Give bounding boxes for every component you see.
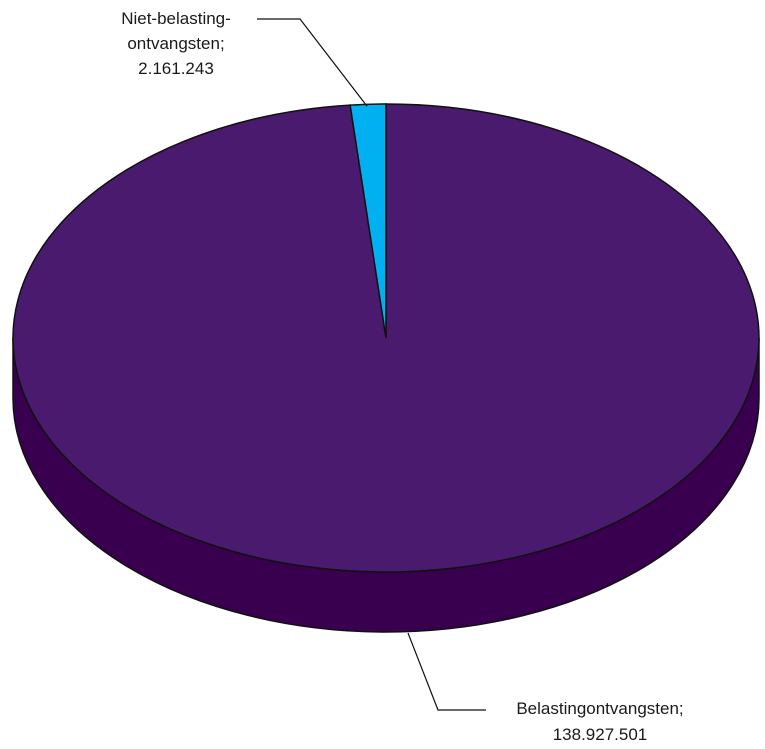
slice-label-belasting: Belastingontvangsten; (516, 699, 683, 718)
slice-value-belasting: 138.927.501 (553, 725, 648, 744)
slice-label-niet-belasting-line2: ontvangsten; (127, 34, 224, 53)
leader-lines (257, 18, 486, 711)
slice-label-niet-belasting-line1: Niet-belasting- (121, 9, 231, 28)
leader-line-belasting (407, 632, 486, 711)
leader-line-niet-belasting (257, 18, 368, 107)
slice-value-niet-belasting: 2.161.243 (138, 59, 214, 78)
pie-slices (12, 103, 760, 573)
pie-slice-niet-belastingontvangsten (349, 103, 387, 339)
